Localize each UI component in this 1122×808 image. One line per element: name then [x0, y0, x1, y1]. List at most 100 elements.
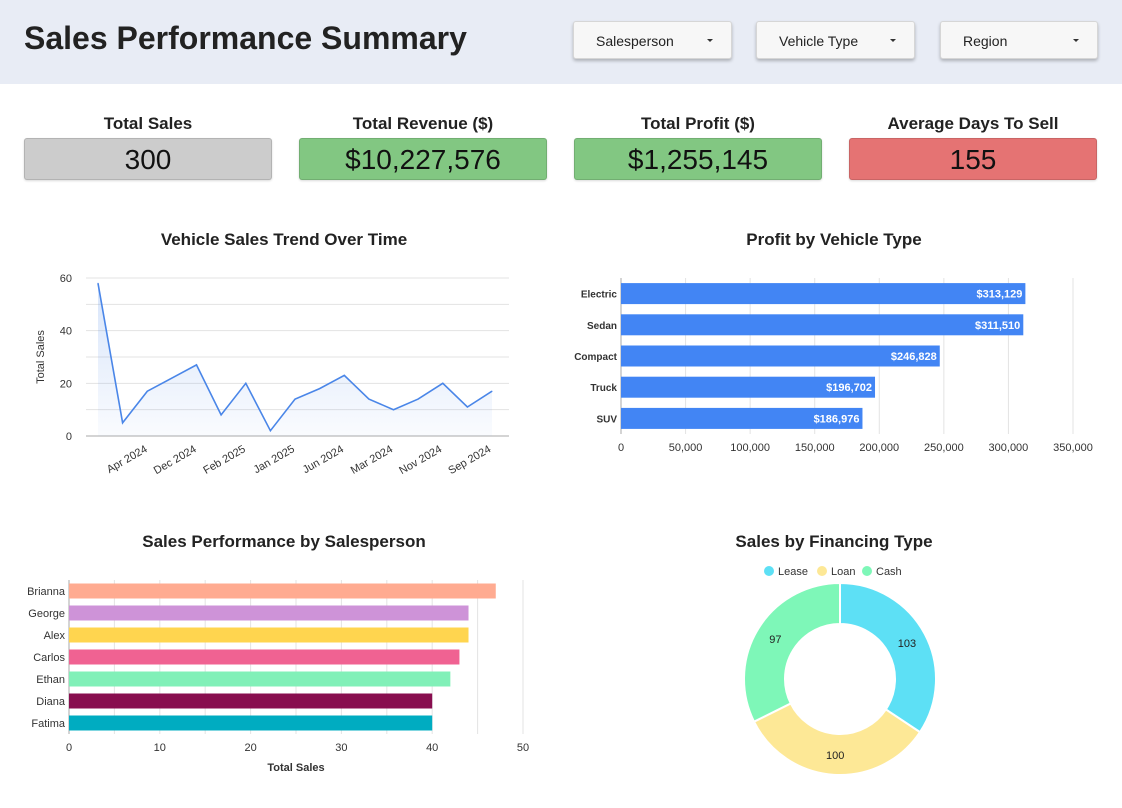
legend-swatch — [862, 566, 872, 576]
x-tick-label: 20 — [244, 742, 256, 754]
data-point — [393, 409, 394, 411]
x-tick-label: Sep 2024 — [446, 443, 493, 477]
category-label: Alex — [44, 630, 66, 642]
x-tick-label: 30 — [335, 742, 347, 754]
kpi-value-average-days-to-sell: 155 — [849, 138, 1097, 180]
y-tick-label: 60 — [60, 273, 72, 285]
salesperson-filter-dropdown[interactable]: Salesperson — [573, 21, 732, 59]
x-tick-label: 250,000 — [924, 442, 964, 454]
data-label: $186,976 — [814, 413, 860, 425]
data-point — [368, 398, 370, 400]
data-point — [269, 430, 271, 432]
kpi-title-total-revenue: Total Revenue ($) — [352, 114, 494, 133]
region-filter-label: Region — [963, 33, 1008, 49]
vehicle-type-filter-label: Vehicle Type — [779, 33, 859, 49]
bar — [69, 627, 469, 643]
x-tick-label: Jan 2025 — [252, 443, 297, 476]
data-label: $313,129 — [976, 289, 1022, 301]
donut-slice — [839, 581, 937, 734]
bar — [621, 407, 863, 429]
x-tick-label: Jun 2024 — [301, 443, 346, 476]
chevron-down-icon — [890, 39, 896, 42]
x-tick-label: Nov 2024 — [397, 443, 444, 477]
vehicle-sales-trend-chart: 0 20 40 60 Total Sales Apr 2024 Dec 2024 Feb 20… — [35, 273, 509, 477]
category-label: Diana — [36, 696, 66, 708]
bar — [621, 345, 940, 367]
slice-value-label: 103 — [898, 638, 916, 650]
financing-chart-title: Sales by Financing Type — [735, 532, 933, 551]
x-axis-label: Total Sales — [267, 762, 324, 774]
data-point — [466, 406, 468, 408]
data-point — [146, 390, 148, 392]
x-tick-label: 150,000 — [795, 442, 835, 454]
donut-slice — [752, 702, 922, 776]
data-point — [343, 374, 345, 376]
kpi-title-total-sales: Total Sales — [103, 114, 193, 133]
vehicle-profit-chart-title: Profit by Vehicle Type — [746, 230, 922, 249]
category-label: SUV — [596, 414, 617, 425]
x-tick-label: 40 — [426, 742, 438, 754]
kpi-value-total-revenue: $10,227,576 — [299, 138, 547, 180]
bar — [69, 671, 451, 687]
bar — [621, 283, 1026, 305]
legend-label: Cash — [876, 566, 902, 578]
vehicle-type-filter-dropdown[interactable]: Vehicle Type — [756, 21, 915, 59]
category-label: Truck — [590, 383, 617, 394]
slice-value-label: 100 — [826, 750, 844, 762]
bar — [69, 693, 433, 709]
data-point — [294, 398, 296, 400]
data-point — [442, 382, 444, 384]
kpi-value-total-sales: 300 — [24, 138, 272, 180]
bar — [621, 314, 1024, 336]
x-tick-label: 50,000 — [669, 442, 703, 454]
x-tick-label: Mar 2024 — [349, 443, 395, 477]
donut-slice — [743, 581, 841, 724]
line-chart-title: Vehicle Sales Trend Over Time — [160, 230, 408, 249]
x-tick-label: 10 — [154, 742, 166, 754]
data-point — [196, 364, 197, 366]
salesperson-filter-label: Salesperson — [596, 33, 674, 49]
category-label: Fatima — [31, 718, 66, 730]
y-tick-label: 0 — [66, 431, 72, 443]
chevron-down-icon — [707, 39, 713, 42]
category-label: Compact — [574, 352, 617, 363]
data-point — [491, 390, 493, 392]
x-tick-label: 0 — [66, 742, 72, 754]
legend-label: Lease — [778, 566, 808, 578]
sales-by-salesperson-chart: 0 10 20 30 40 50 Total Sales Brianna George Alex C… — [27, 580, 529, 774]
data-point — [319, 388, 321, 390]
category-label: Carlos — [33, 652, 65, 664]
x-tick-label: Feb 2025 — [201, 443, 247, 477]
data-label: $196,702 — [826, 382, 872, 394]
bar — [69, 649, 460, 665]
legend-swatch — [764, 566, 774, 576]
data-label: $246,828 — [891, 351, 937, 363]
bar — [69, 715, 433, 731]
page-title: Sales Performance Summary — [24, 20, 467, 56]
x-tick-label: Apr 2024 — [105, 443, 150, 476]
region-filter-dropdown[interactable]: Region — [940, 21, 1098, 59]
chevron-down-icon — [1073, 39, 1079, 42]
x-tick-label: Dec 2024 — [152, 443, 199, 477]
y-tick-label: 20 — [60, 378, 72, 390]
y-axis-label: Total Sales — [35, 330, 47, 384]
category-label: Ethan — [36, 674, 65, 686]
salesperson-chart-title: Sales Performance by Salesperson — [142, 532, 426, 551]
x-tick-label: 100,000 — [730, 442, 770, 454]
kpi-title-average-days-to-sell: Average Days To Sell — [887, 114, 1059, 133]
x-tick-label: 50 — [517, 742, 529, 754]
x-tick-label: 300,000 — [989, 442, 1029, 454]
category-label: Sedan — [587, 321, 617, 332]
legend-label: Loan — [831, 566, 855, 578]
x-tick-label: 350,000 — [1053, 442, 1093, 454]
category-label: George — [28, 608, 65, 620]
series-area — [98, 283, 492, 436]
y-tick-label: 40 — [60, 326, 72, 338]
bar — [69, 605, 469, 621]
kpi-value-total-profit: $1,255,145 — [574, 138, 822, 180]
header-bar: Sales Performance Summary Salesperson Ve… — [0, 0, 1122, 84]
data-label: $311,510 — [975, 320, 1020, 332]
sales-by-financing-chart: Lease Loan Cash 103 100 97 — [743, 566, 937, 776]
category-label: Brianna — [27, 586, 66, 598]
slice-value-label: 97 — [769, 634, 781, 646]
